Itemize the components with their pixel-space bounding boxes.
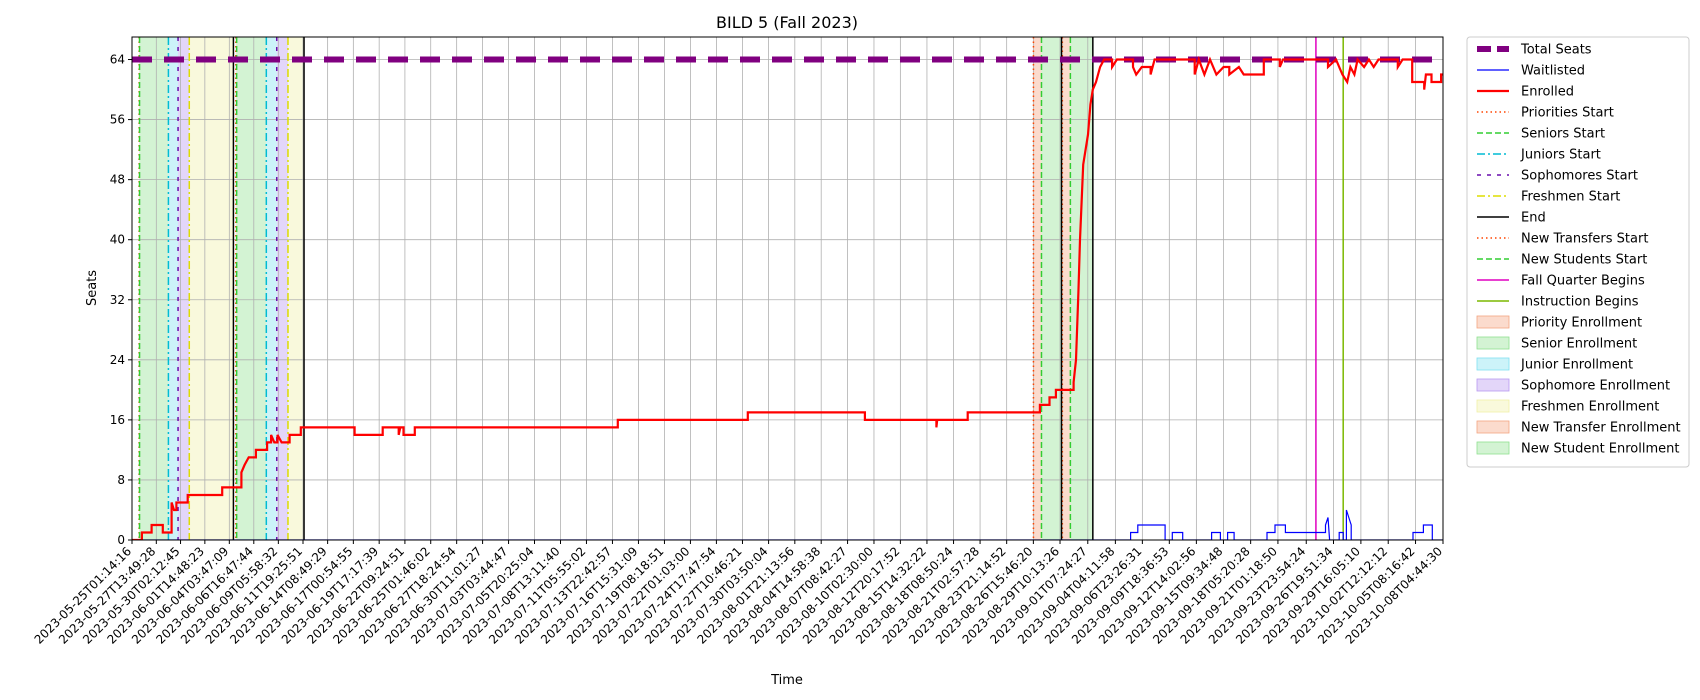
period-5-span-0: [1033, 37, 1042, 540]
legend-swatch: [1476, 399, 1510, 413]
period-1-span-1: [236, 37, 267, 540]
plot-frame: [131, 36, 1444, 541]
legend-label: New Student Enrollment: [1521, 442, 1679, 457]
y-tick-label: 64: [110, 53, 125, 67]
y-tick-label: 0: [117, 533, 125, 547]
legend-swatch: [1476, 441, 1510, 455]
legend-label: Sophomores Start: [1521, 169, 1638, 184]
chart-title: BILD 5 (Fall 2023): [716, 13, 858, 32]
period-6-span-0: [1041, 37, 1062, 540]
legend-label: Seniors Start: [1521, 127, 1605, 142]
y-tick-label: 8: [117, 473, 125, 487]
legend-label: Juniors Start: [1520, 148, 1601, 163]
legend-label: Junior Enrollment: [1520, 358, 1633, 373]
y-axis-label: Seats: [85, 270, 100, 306]
legend-swatch: [1476, 378, 1510, 392]
legend-swatch: [1476, 336, 1510, 350]
y-tick-label: 16: [110, 413, 125, 427]
y-tick-label: 40: [110, 233, 125, 247]
legend-label: New Students Start: [1521, 253, 1647, 268]
legend-label: Priorities Start: [1521, 106, 1614, 121]
legend-swatch: [1476, 315, 1510, 329]
legend-swatch: [1476, 357, 1510, 371]
period-1-span-0: [139, 37, 169, 540]
period-6-span-1: [1070, 37, 1093, 540]
legend-label: Waitlisted: [1521, 64, 1585, 79]
legend-label: Fall Quarter Begins: [1521, 274, 1645, 289]
y-tick-label: 24: [110, 353, 125, 367]
period-3-span-1: [276, 37, 288, 540]
legend-label: Priority Enrollment: [1521, 316, 1642, 331]
period-4-span-0: [189, 37, 234, 540]
period-5-span-1: [1062, 37, 1071, 540]
legend-label: Freshmen Enrollment: [1521, 400, 1659, 415]
legend-label: New Transfers Start: [1521, 232, 1648, 247]
legend-swatch: [1476, 420, 1510, 434]
y-tick-label: 32: [110, 293, 125, 307]
legend: Total Seats Waitlisted Enrolled Priorities …: [1466, 36, 1690, 468]
series-1-line: [132, 509, 1443, 540]
series-2-line: [132, 55, 1443, 540]
legend-frame: [1466, 36, 1690, 468]
period-2-span-1: [266, 37, 277, 540]
legend-label: Freshmen Start: [1521, 190, 1620, 205]
legend-label: Enrolled: [1521, 85, 1574, 100]
period-2-span-0: [168, 37, 179, 540]
y-tick-label: 48: [110, 173, 125, 187]
legend-label: Sophomore Enrollment: [1521, 379, 1670, 394]
legend-label: End: [1521, 211, 1546, 226]
legend-label: Total Seats: [1520, 43, 1592, 58]
period-3-span-0: [178, 37, 190, 540]
legend-label: New Transfer Enrollment: [1521, 421, 1681, 436]
x-axis-label: Time: [770, 673, 803, 688]
y-tick-label: 56: [110, 113, 125, 127]
period-4-span-1: [287, 37, 305, 540]
period-0-span-1: [235, 37, 237, 540]
legend-label: Instruction Begins: [1521, 295, 1639, 310]
legend-label: Senior Enrollment: [1521, 337, 1637, 352]
